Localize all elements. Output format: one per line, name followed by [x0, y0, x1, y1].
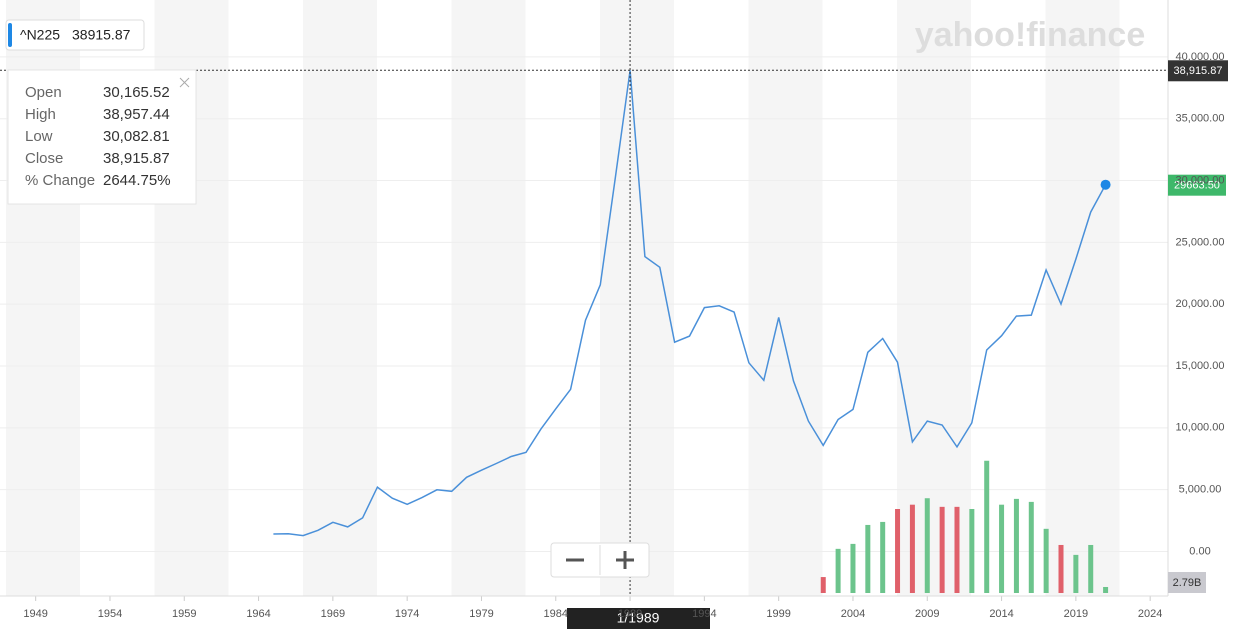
band	[451, 0, 526, 596]
volume-bar	[820, 577, 826, 593]
x-tick-label: 1949	[23, 608, 47, 620]
band	[748, 0, 823, 596]
volume-bar	[1058, 544, 1064, 593]
volume-bar	[1073, 554, 1079, 593]
y-tick-label: 0.00	[1189, 545, 1210, 557]
zoom-controls	[550, 542, 650, 578]
price-line	[273, 70, 1107, 537]
last-price-label: 29663.50	[1174, 180, 1220, 192]
x-tick-label: 2014	[989, 608, 1013, 620]
tooltip-value: 2644.75%	[103, 172, 171, 189]
tooltip-value: 30,165.52	[103, 84, 170, 101]
marks	[273, 70, 1111, 593]
price: 38915.87	[72, 27, 131, 43]
tooltip: Open 30,165.52 High 38,957.44 Low 30,082.81 Cl…	[7, 69, 197, 205]
volume-bar	[865, 524, 871, 593]
crosshair-y-badge	[1168, 60, 1228, 82]
y-tick-label: 15,000.00	[1176, 360, 1225, 372]
volume-bar	[954, 506, 960, 593]
y-tick-label: 25,000.00	[1176, 236, 1225, 248]
x-tick-label: 2019	[1064, 608, 1088, 620]
volume-bar	[909, 504, 915, 593]
volume-bar	[880, 521, 886, 593]
volume-bar	[1088, 544, 1094, 593]
y-tick-label: 20,000.00	[1176, 298, 1225, 310]
y-tick-label: 40,000.00	[1176, 51, 1225, 63]
x-tick-label: 1979	[469, 608, 493, 620]
symbol-badge: ^N225 38915.87	[5, 19, 145, 51]
volume-bar	[939, 506, 945, 593]
volume-bar	[984, 460, 990, 593]
plus-icon[interactable]	[616, 551, 634, 569]
background-bands	[6, 0, 1120, 596]
volume-bar	[1013, 498, 1019, 593]
tooltip-close[interactable]	[179, 77, 190, 88]
y-tick-label: 35,000.00	[1176, 113, 1225, 125]
volume-bar	[1103, 586, 1109, 593]
x-tick-label: 1974	[395, 608, 419, 620]
volume-label: 2.79B	[1173, 577, 1202, 589]
badge-box	[5, 19, 145, 51]
zoom-in[interactable]	[616, 551, 634, 569]
y-tick-label: 5,000.00	[1179, 484, 1222, 496]
volume-bar	[895, 509, 901, 593]
x-tick-label: 1954	[98, 608, 122, 620]
close-icon[interactable]	[179, 77, 190, 88]
volume-bar	[850, 543, 856, 593]
volume-bar	[924, 498, 930, 593]
tooltip-value: 38,957.44	[103, 106, 170, 123]
x-tick-label: 1964	[246, 608, 270, 620]
tooltip-label: Close	[25, 150, 63, 167]
badge-color	[8, 23, 12, 47]
last-point	[1100, 179, 1111, 190]
logo: yahoo!finance	[915, 16, 1145, 54]
symbol: ^N225	[20, 27, 60, 43]
x-tick-label: 1959	[172, 608, 196, 620]
x-tick-label: 1994	[692, 608, 716, 620]
volume-bar	[999, 504, 1005, 593]
y-tick-label: 10,000.00	[1176, 422, 1225, 434]
x-tick-label: 1969	[321, 608, 345, 620]
x-tick-label: 1999	[766, 608, 790, 620]
volume-bar	[1028, 501, 1034, 593]
x-tick-label: 2024	[1138, 608, 1162, 620]
tooltip-label: % Change	[25, 172, 95, 189]
band	[303, 0, 377, 596]
x-tick-label: 2004	[841, 608, 865, 620]
y-tick-label: 30,000.00	[1176, 174, 1225, 186]
x-tick-label: 2009	[915, 608, 939, 620]
band	[600, 0, 674, 596]
volume-bar	[1043, 528, 1049, 593]
tooltip-label: Low	[25, 128, 53, 145]
crosshair-y-label: 38,915.87	[1174, 65, 1223, 77]
tooltip-box	[7, 69, 197, 205]
crosshair-x-label: 1/1989	[617, 610, 660, 626]
tooltip-label: High	[25, 106, 56, 123]
tooltip-value: 30,082.81	[103, 128, 170, 145]
x-tick-label: 1989	[618, 608, 642, 620]
tooltip-label: Open	[25, 84, 62, 101]
x-tick-label: 1984	[544, 608, 568, 620]
last-price-badge	[1168, 174, 1226, 196]
volume-badge	[1168, 572, 1206, 593]
tooltip-value: 38,915.87	[103, 150, 170, 167]
volume-bar	[835, 548, 841, 593]
band	[1045, 0, 1120, 596]
crosshair-x-badge	[567, 608, 710, 629]
volume-bar	[969, 509, 975, 593]
band	[897, 0, 971, 596]
